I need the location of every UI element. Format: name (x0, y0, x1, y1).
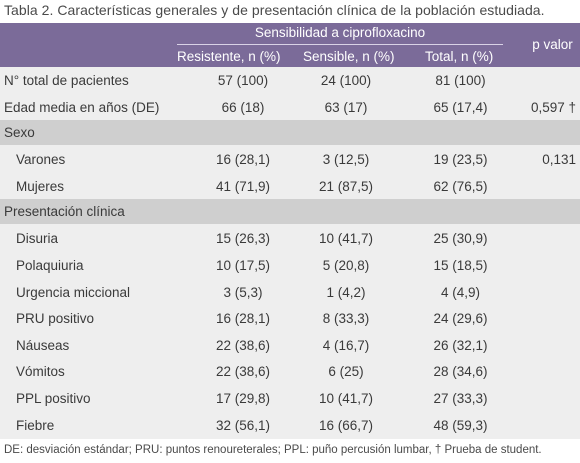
cell-p-valor: 0,131 (542, 152, 576, 168)
cell-resistente: 16 (28,1) (215, 311, 271, 327)
cell-resistente: 10 (17,5) (215, 258, 271, 273)
cell-total: 15 (18,5) (433, 258, 488, 273)
cell-sensible: 5 (20,8) (322, 258, 370, 273)
column-header-p-valor: p valor (532, 37, 573, 52)
cell-resistente: 22 (38,6) (215, 337, 271, 353)
cell-sensible: 6 (25) (328, 364, 364, 380)
cell-resistente: 41 (71,9) (215, 178, 271, 194)
table-row: PPL positivo 17 (29,8) 10 (41,7) 27 (33,3) (0, 385, 580, 411)
table-row: Fiebre 32 (56,1) 16 (66,7) 48 (59,3) (0, 412, 580, 438)
cell-total: 19 (23,5) (433, 152, 488, 168)
table-header: Sensibilidad a ciprofloxacino Resistente… (0, 23, 580, 67)
row-label: PRU positivo (16, 311, 95, 327)
row-label: PPL positivo (16, 391, 91, 406)
cell-p-valor: 0,597 † (530, 99, 576, 115)
cell-resistente: 17 (29,8) (215, 391, 271, 406)
cell-total: 81 (100) (435, 73, 486, 88)
cell-total: 65 (17,4) (433, 99, 488, 115)
row-label: Fiebre (16, 417, 55, 433)
table-row: PRU positivo 16 (28,1) 8 (33,3) 24 (29,6) (0, 305, 580, 331)
data-table: Sensibilidad a ciprofloxacino Resistente… (0, 23, 580, 439)
cell-total: 28 (34,6) (433, 364, 488, 380)
cell-sensible: 63 (17) (324, 99, 368, 115)
section-header: Sexo (0, 120, 580, 146)
row-label: Polaquiuria (16, 258, 84, 273)
column-header-sensible: Sensible, n (%) (303, 49, 395, 64)
row-label: Mujeres (16, 178, 65, 194)
cell-total: 48 (59,3) (433, 417, 488, 433)
section-header: Presentación clínica (0, 199, 580, 225)
cell-sensible: 24 (100) (320, 73, 372, 88)
row-label: Edad media en años (DE) (4, 99, 160, 115)
row-label: Varones (16, 152, 66, 168)
cell-total: 25 (30,9) (433, 231, 488, 247)
group-header-label: Sensibilidad a ciprofloxacino (254, 25, 426, 40)
cell-resistente: 66 (18) (221, 99, 265, 115)
cell-total: 27 (33,3) (433, 391, 488, 406)
cell-resistente: 22 (38,6) (215, 364, 271, 380)
table-row: Polaquiuria 10 (17,5) 5 (20,8) 15 (18,5) (0, 252, 580, 278)
row-label: N° total de pacientes (4, 73, 129, 88)
cell-sensible: 21 (87,5) (318, 178, 374, 194)
group-header-rule (177, 44, 503, 45)
cell-sensible: 10 (41,7) (318, 231, 374, 247)
cell-total: 26 (32,1) (433, 337, 488, 353)
cell-total: 24 (29,6) (433, 311, 488, 327)
table-row: N° total de pacientes 57 (100) 24 (100) 81 … (0, 67, 580, 93)
cell-sensible: 8 (33,3) (322, 311, 370, 327)
cell-total: 4 (4,9) (440, 284, 481, 300)
section-title: Presentación clínica (4, 204, 125, 220)
cell-sensible: 3 (12,5) (322, 152, 370, 168)
table-footnote: DE: desviación estándar; PRU: puntos ren… (4, 444, 542, 456)
row-label: Náuseas (16, 337, 70, 353)
row-label: Urgencia miccional (16, 284, 131, 300)
table-row: Urgencia miccional 3 (5,3) 1 (4,2) 4 (4,9) (0, 279, 580, 305)
row-label: Disuria (16, 231, 59, 247)
table-row: Disuria 15 (26,3) 10 (41,7) 25 (30,9) (0, 225, 580, 251)
cell-sensible: 10 (41,7) (318, 391, 374, 406)
cell-total: 62 (76,5) (433, 178, 488, 194)
column-header-resistente: Resistente, n (%) (177, 49, 281, 64)
cell-resistente: 15 (26,3) (215, 231, 271, 247)
cell-sensible: 1 (4,2) (326, 284, 366, 300)
cell-resistente: 16 (28,1) (215, 152, 271, 168)
table-row: Edad media en años (DE) 66 (18) 63 (17) 65 … (0, 94, 580, 120)
cell-resistente: 57 (100) (217, 73, 269, 88)
cell-sensible: 4 (16,7) (322, 337, 370, 353)
cell-resistente: 3 (5,3) (223, 284, 263, 300)
cell-resistente: 32 (56,1) (215, 417, 271, 433)
row-label: Vómitos (16, 364, 65, 380)
section-title: Sexo (4, 125, 35, 141)
table-row: Mujeres 41 (71,9) 21 (87,5) 62 (76,5) (0, 173, 580, 199)
table-row: Vómitos 22 (38,6) 6 (25) 28 (34,6) (0, 358, 580, 384)
cell-sensible: 16 (66,7) (318, 417, 374, 433)
column-header-total: Total, n (%) (425, 49, 494, 64)
table-row: Náuseas 22 (38,6) 4 (16,7) 26 (32,1) (0, 332, 580, 358)
table-caption: Tabla 2. Características generales y de … (4, 2, 545, 18)
table-row: Varones 16 (28,1) 3 (12,5) 19 (23,5) 0,131 (0, 146, 580, 172)
